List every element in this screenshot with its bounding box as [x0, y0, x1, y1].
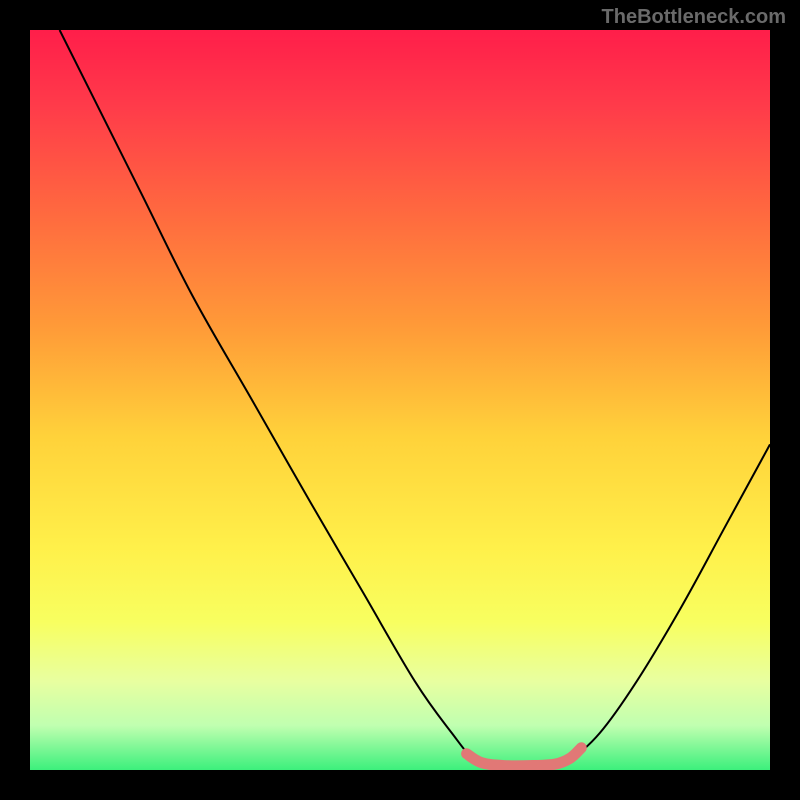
curve-layer	[30, 30, 770, 770]
chart-container: TheBottleneck.com	[0, 0, 800, 800]
optimal-range-marker	[467, 748, 582, 766]
plot-area	[30, 30, 770, 770]
bottleneck-curve	[60, 30, 770, 767]
watermark-text: TheBottleneck.com	[602, 6, 786, 29]
